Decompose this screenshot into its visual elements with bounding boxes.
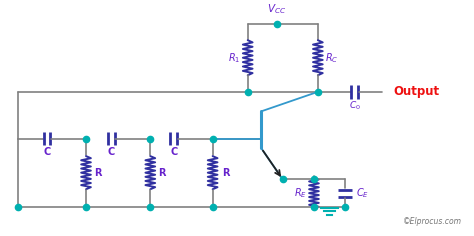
Text: Output: Output [394,85,440,98]
Text: R: R [158,168,166,178]
Text: $R_1$: $R_1$ [228,51,240,65]
Text: C: C [108,147,115,157]
Text: $V_{CC}$: $V_{CC}$ [267,2,287,16]
Text: R: R [94,168,101,178]
Text: C: C [170,147,177,157]
Text: ©Elprocus.com: ©Elprocus.com [403,217,462,226]
Text: R: R [222,168,230,178]
Text: C: C [44,147,51,157]
Text: $C_0$: $C_0$ [349,99,361,112]
Text: $R_E$: $R_E$ [294,186,307,200]
Text: $R_C$: $R_C$ [325,51,338,65]
Text: $C_E$: $C_E$ [356,186,369,200]
